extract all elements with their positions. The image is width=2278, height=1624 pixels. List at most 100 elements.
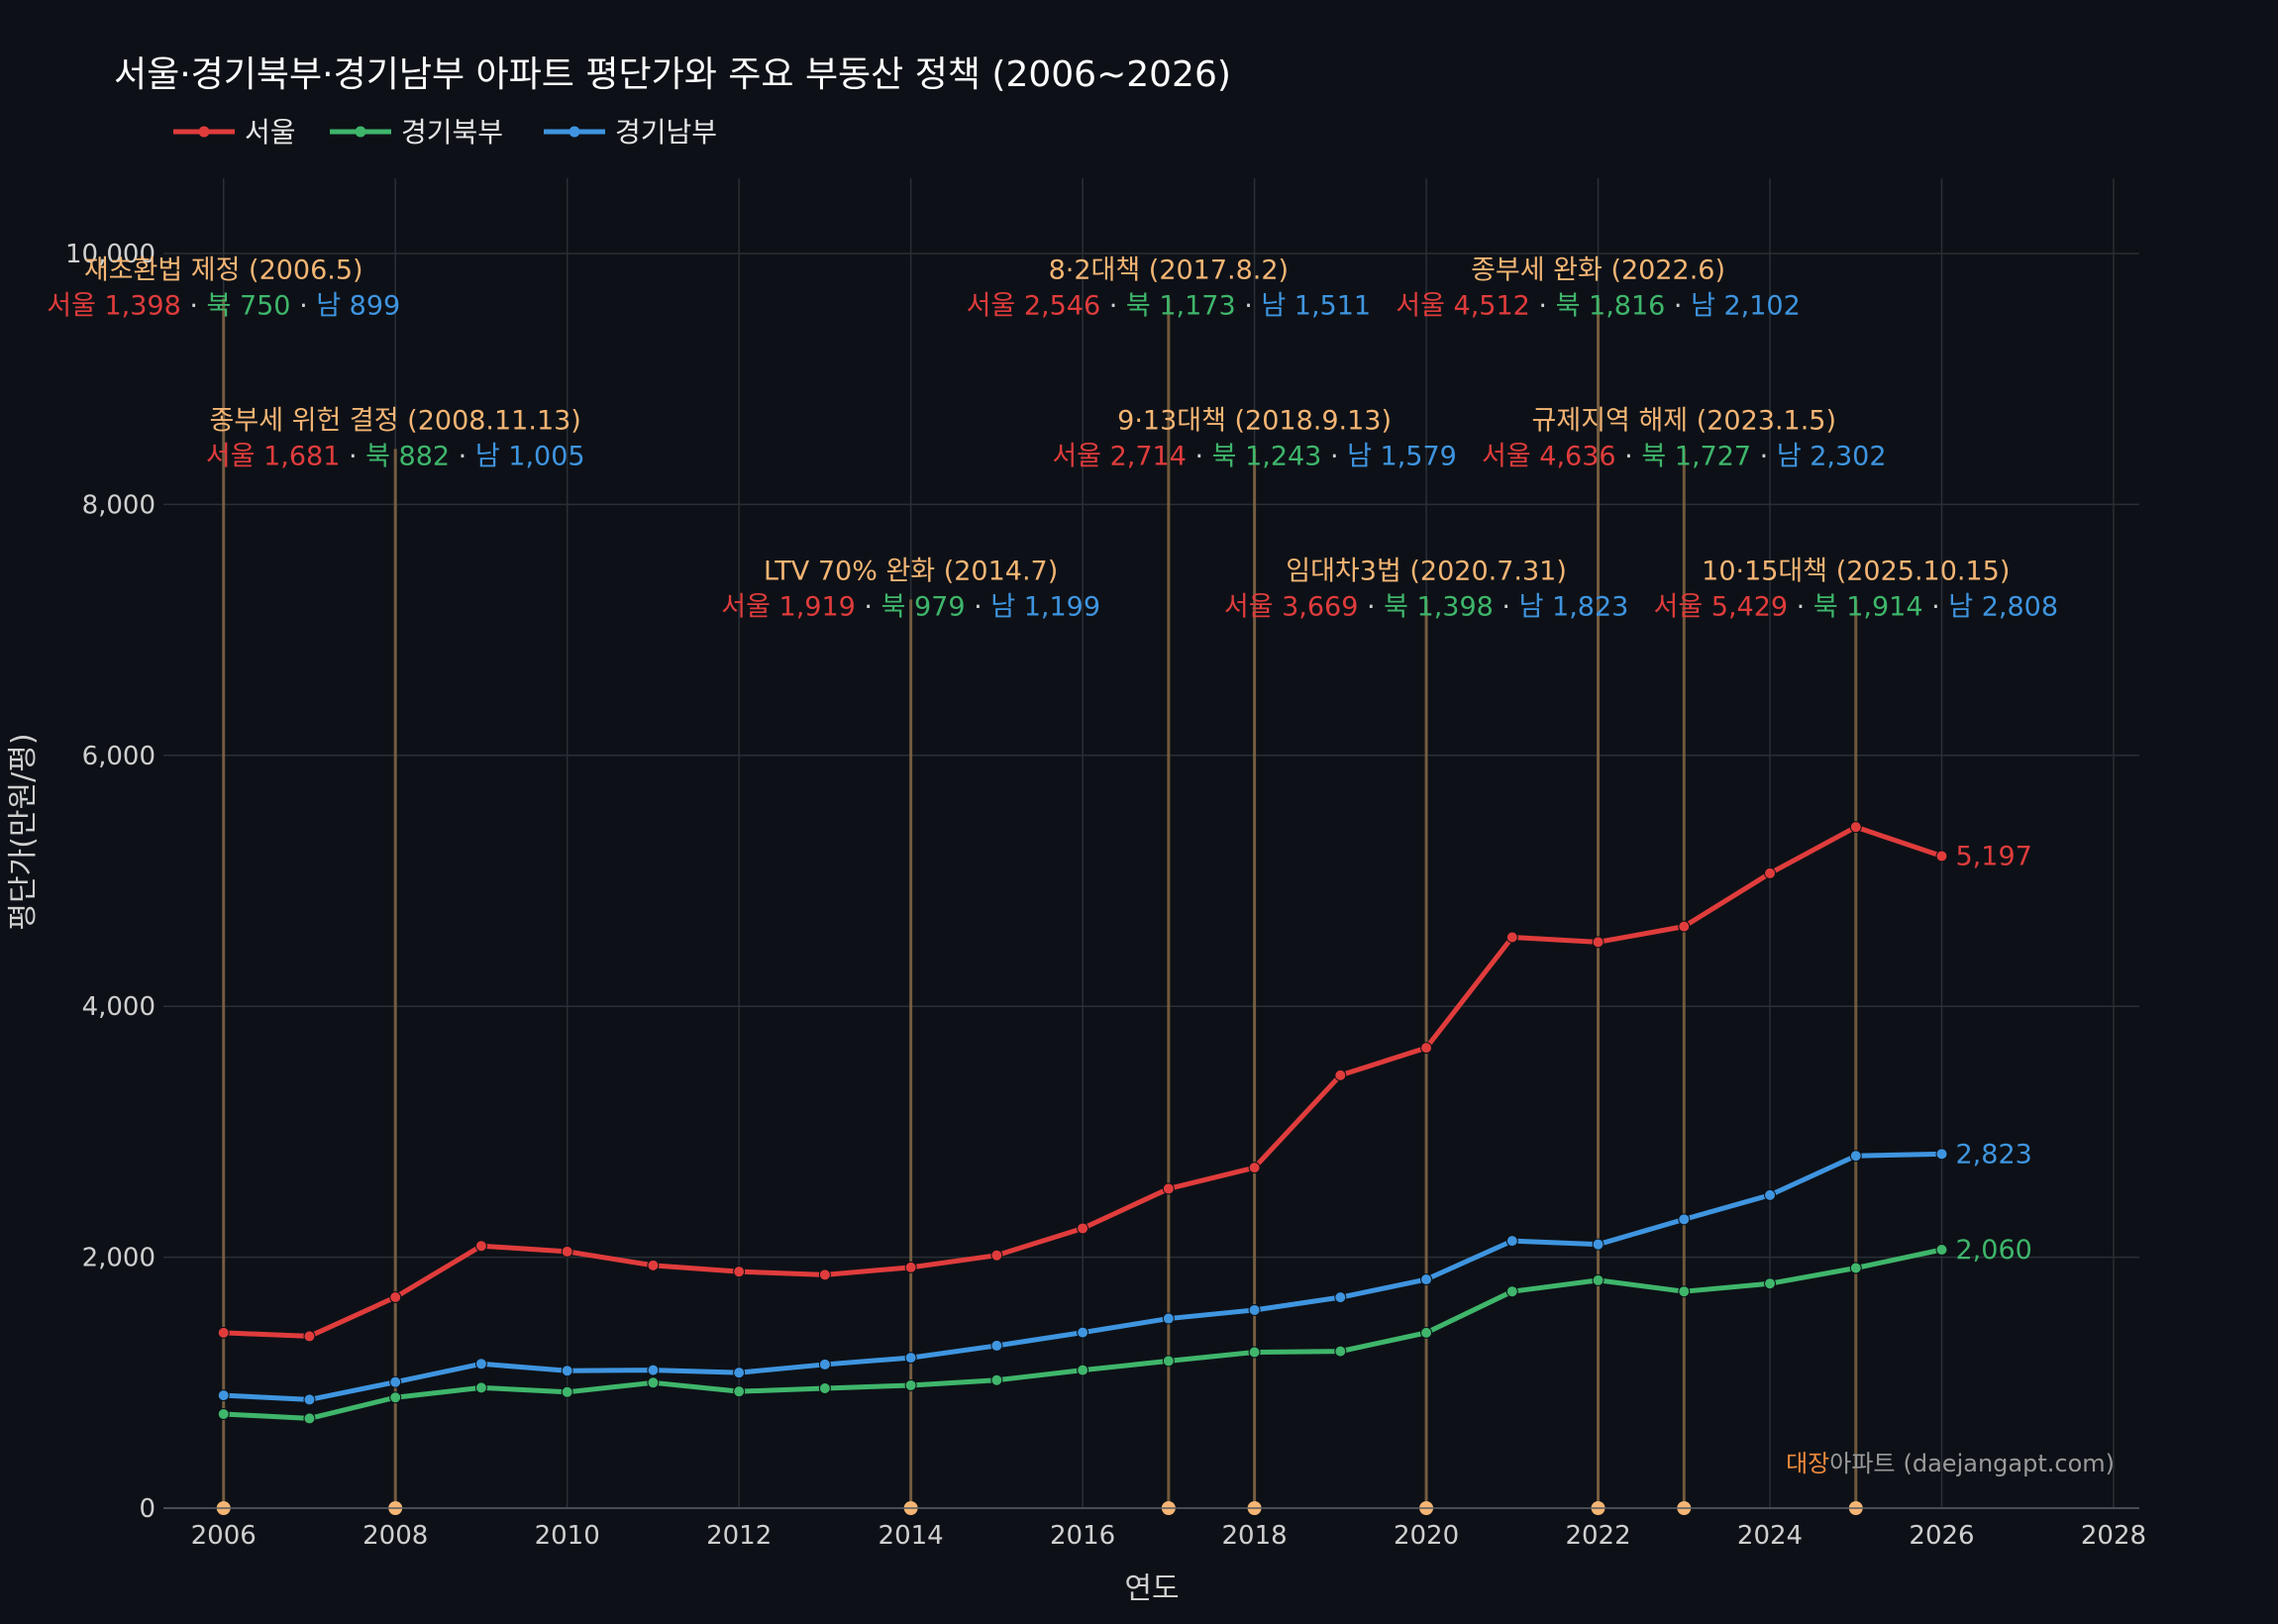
- x-tick-label-2028: 2028: [2081, 1521, 2146, 1551]
- point-south-2019: [1334, 1291, 1347, 1304]
- annotation-values-6: 서울 4,512 · 북 1,816 · 남 2,102: [1396, 290, 1801, 321]
- point-seoul-2021: [1505, 931, 1518, 944]
- point-north-2011: [647, 1376, 660, 1389]
- annotation-value-1-1: ·: [340, 441, 365, 471]
- annotation-value-5-0: 서울 3,669: [1224, 591, 1359, 622]
- y-tick-label-5: 10,000: [65, 240, 155, 269]
- point-north-2019: [1334, 1345, 1347, 1358]
- point-south-2009: [474, 1358, 487, 1370]
- point-south-2023: [1678, 1213, 1691, 1226]
- x-tick-label-2022: 2022: [1565, 1521, 1630, 1551]
- point-north-2026: [1935, 1244, 1948, 1257]
- legend-marker-south: [569, 126, 580, 138]
- axes: 2006 2008 2010 2012 2014 2016 2018 2020 2022 2024…: [65, 240, 2146, 1551]
- annotation-value-6-4: 남 2,102: [1691, 290, 1801, 321]
- annotation-value-4-3: ·: [1321, 441, 1347, 471]
- annotation-value-7-0: 서울 4,636: [1482, 441, 1616, 471]
- y-tick-label-3: 6,000: [82, 742, 155, 771]
- point-north-2018: [1248, 1346, 1261, 1359]
- point-south-2021: [1505, 1235, 1518, 1248]
- annotation-value-7-3: ·: [1751, 441, 1777, 471]
- annotation-value-7-4: 남 2,302: [1777, 441, 1887, 471]
- point-north-2023: [1678, 1285, 1691, 1298]
- legend: 서울 경기북부 경기남부: [173, 116, 717, 149]
- x-axis-label: 연도: [1124, 1572, 1179, 1606]
- annotation-value-2-1: ·: [856, 591, 881, 622]
- point-north-2022: [1592, 1273, 1605, 1286]
- annotation-value-7-2: 북 1,727: [1641, 441, 1751, 471]
- annotation-title-4: 9·13대책 (2018.9.13): [1117, 405, 1392, 436]
- policy-lines: [216, 298, 1863, 1515]
- x-tick-label-2010: 2010: [535, 1521, 600, 1551]
- annotation-value-5-3: ·: [1494, 591, 1519, 622]
- point-north-2010: [561, 1385, 573, 1398]
- end-label-north: 2,060: [1956, 1235, 2032, 1266]
- point-seoul-2026: [1935, 850, 1948, 863]
- point-north-2016: [1077, 1364, 1089, 1376]
- annotation-value-6-2: 북 1,816: [1556, 290, 1666, 321]
- annotation-value-5-2: 북 1,398: [1384, 591, 1494, 622]
- point-north-2020: [1420, 1326, 1433, 1339]
- x-tick-label-2014: 2014: [879, 1521, 944, 1551]
- point-north-2007: [303, 1412, 316, 1425]
- annotation-title-7: 규제지역 해제 (2023.1.5): [1532, 405, 1837, 436]
- point-south-2006: [217, 1389, 230, 1402]
- y-tick-label-2: 4,000: [82, 992, 155, 1022]
- annotation-value-0-1: ·: [181, 290, 207, 321]
- point-south-2014: [904, 1352, 917, 1365]
- point-south-2013: [818, 1358, 831, 1370]
- annotation-value-0-4: 남 899: [316, 290, 400, 321]
- point-north-2009: [474, 1381, 487, 1394]
- point-seoul-2009: [474, 1240, 487, 1253]
- annotation-value-8-3: ·: [1923, 591, 1949, 622]
- point-seoul-2018: [1248, 1162, 1261, 1174]
- x-tick-label-2008: 2008: [362, 1521, 428, 1551]
- x-tick-label-2024: 2024: [1737, 1521, 1803, 1551]
- point-south-2007: [303, 1393, 316, 1406]
- grid: [163, 178, 2139, 1509]
- point-north-2015: [990, 1373, 1003, 1386]
- annotation-values-0: 서울 1,398 · 북 750 · 남 899: [47, 290, 400, 321]
- policy-annotations: 재초환법 제정 (2006.5) 서울 1,398 · 북 750 · 남 899…: [47, 254, 2058, 622]
- watermark-brand: 대장: [1786, 1450, 1829, 1477]
- point-south-2010: [561, 1365, 573, 1377]
- series-lines: 5,197 2,060 2,823: [217, 821, 2032, 1425]
- annotation-values-2: 서울 1,919 · 북 979 · 남 1,199: [721, 591, 1100, 622]
- point-seoul-2012: [733, 1266, 746, 1278]
- annotation-values-1: 서울 1,681 · 북 882 · 남 1,005: [206, 441, 585, 471]
- annotation-value-1-3: ·: [450, 441, 475, 471]
- point-south-2024: [1764, 1188, 1777, 1201]
- annotation-value-7-1: ·: [1616, 441, 1642, 471]
- annotation-values-8: 서울 5,429 · 북 1,914 · 남 2,808: [1654, 591, 2058, 622]
- legend-label-north: 경기북부: [401, 116, 503, 149]
- point-north-2021: [1505, 1285, 1518, 1298]
- point-seoul-2023: [1678, 920, 1691, 933]
- x-tick-label-2026: 2026: [1909, 1521, 1974, 1551]
- annotation-value-8-2: 북 1,914: [1813, 591, 1923, 622]
- point-south-2015: [990, 1339, 1003, 1352]
- annotation-value-2-3: ·: [966, 591, 991, 622]
- annotation-value-4-0: 서울 2,714: [1052, 441, 1187, 471]
- x-tick-label-2018: 2018: [1222, 1521, 1288, 1551]
- y-tick-label-0: 0: [139, 1494, 155, 1524]
- y-axis-label: 평단가(만원/평): [6, 733, 41, 930]
- point-south-2011: [647, 1364, 660, 1376]
- point-seoul-2006: [217, 1326, 230, 1339]
- annotation-title-0: 재초환법 제정 (2006.5): [84, 254, 363, 285]
- point-seoul-2016: [1077, 1222, 1089, 1235]
- annotation-value-3-0: 서울 2,546: [967, 290, 1101, 321]
- point-seoul-2019: [1334, 1068, 1347, 1081]
- point-seoul-2007: [303, 1330, 316, 1343]
- point-north-2012: [733, 1385, 746, 1398]
- annotation-value-0-3: ·: [290, 290, 316, 321]
- point-north-2017: [1162, 1355, 1175, 1368]
- point-south-2026: [1935, 1148, 1948, 1161]
- annotation-title-3: 8·2대책 (2017.8.2): [1049, 254, 1290, 285]
- point-seoul-2020: [1420, 1042, 1433, 1055]
- annotation-value-6-3: ·: [1665, 290, 1691, 321]
- point-seoul-2011: [647, 1259, 660, 1271]
- y-tick-label-4: 8,000: [82, 490, 155, 520]
- end-label-seoul: 5,197: [1956, 842, 2032, 872]
- point-south-2020: [1420, 1273, 1433, 1286]
- watermark-url: (daejangapt.com): [1904, 1450, 2116, 1477]
